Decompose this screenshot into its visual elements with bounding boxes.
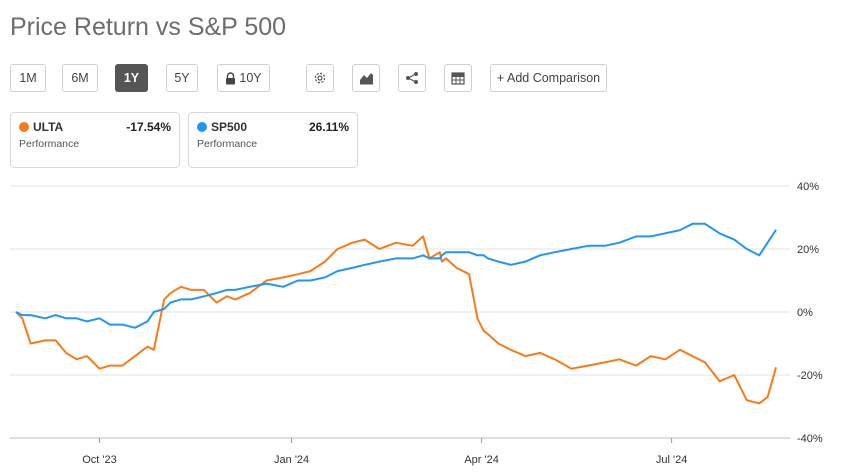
series-line-sp500 bbox=[15, 222, 777, 329]
legend-value: 26.11% bbox=[308, 120, 349, 134]
x-tick-label: Jan '24 bbox=[274, 454, 309, 466]
x-tick-label: Apr '24 bbox=[464, 454, 499, 466]
legend-value: -17.54% bbox=[126, 120, 171, 134]
chart-type-icon bbox=[359, 71, 374, 85]
y-tick-label: 40% bbox=[797, 181, 819, 193]
settings-button[interactable] bbox=[306, 64, 334, 92]
sp500-color-dot bbox=[197, 122, 207, 132]
range-10y-label: 10Y bbox=[239, 71, 262, 85]
table-icon bbox=[451, 71, 465, 85]
legend-symbol: ULTA bbox=[33, 120, 64, 134]
ulta-color-dot bbox=[19, 122, 29, 132]
x-tick-label: Oct '23 bbox=[82, 454, 117, 466]
range-1m-label: 1M bbox=[19, 71, 37, 85]
lock-icon bbox=[225, 71, 236, 85]
table-button[interactable] bbox=[444, 64, 472, 92]
range-1m-button[interactable]: 1M bbox=[10, 64, 46, 92]
range-1y-label: 1Y bbox=[123, 71, 140, 85]
share-button[interactable] bbox=[398, 64, 426, 92]
chart-type-button[interactable] bbox=[352, 64, 380, 92]
share-icon bbox=[405, 71, 419, 85]
x-tick-label: Jul '24 bbox=[656, 454, 687, 466]
range-6m-button[interactable]: 6M bbox=[62, 64, 98, 92]
gear-icon bbox=[313, 71, 327, 85]
add-comparison-label: + Add Comparison bbox=[496, 71, 601, 85]
range-5y-label: 5Y bbox=[174, 71, 190, 85]
range-1y-button[interactable]: 1Y bbox=[115, 64, 148, 92]
range-6m-label: 6M bbox=[71, 71, 89, 85]
add-comparison-button[interactable]: + Add Comparison bbox=[490, 64, 607, 92]
legend-sublabel: Performance bbox=[197, 138, 258, 150]
y-tick-label: -40% bbox=[797, 433, 823, 445]
legend-card-sp500[interactable]: SP500 26.11% Performance bbox=[188, 112, 358, 168]
legend-sublabel: Performance bbox=[19, 138, 80, 150]
y-tick-label: 0% bbox=[797, 307, 813, 319]
y-tick-label: -20% bbox=[797, 370, 823, 382]
series-line-ulta bbox=[15, 235, 777, 405]
range-5y-button[interactable]: 5Y bbox=[166, 64, 198, 92]
y-tick-label: 20% bbox=[797, 244, 819, 256]
page-title: Price Return vs S&P 500 bbox=[10, 13, 287, 41]
legend-card-ulta[interactable]: ULTA -17.54% Performance bbox=[10, 112, 180, 168]
range-10y-button[interactable]: 10Y bbox=[217, 64, 270, 92]
legend-symbol: SP500 bbox=[211, 120, 248, 134]
